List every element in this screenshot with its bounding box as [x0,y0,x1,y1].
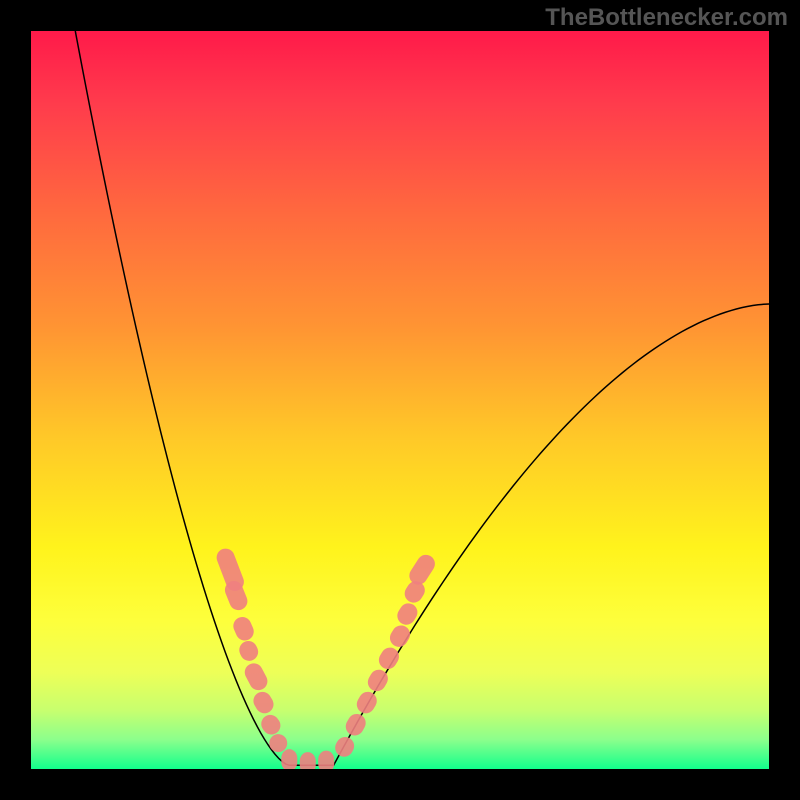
data-marker [354,689,381,717]
watermark-text: TheBottlenecker.com [545,4,788,32]
bottleneck-curve [75,31,769,765]
data-marker [332,734,357,760]
chart-container: TheBottlenecker.com [0,0,800,800]
data-marker [406,551,438,588]
data-marker [300,752,316,769]
data-marker [394,600,421,628]
data-marker [242,660,271,693]
data-marker [250,689,277,717]
plot-area [31,31,769,769]
curve-layer [31,31,769,769]
data-marker [281,749,297,769]
data-marker [387,622,414,650]
data-marker [318,751,334,769]
data-marker [342,711,368,739]
data-marker [236,638,261,664]
data-marker [376,644,403,672]
data-marker [230,614,256,643]
